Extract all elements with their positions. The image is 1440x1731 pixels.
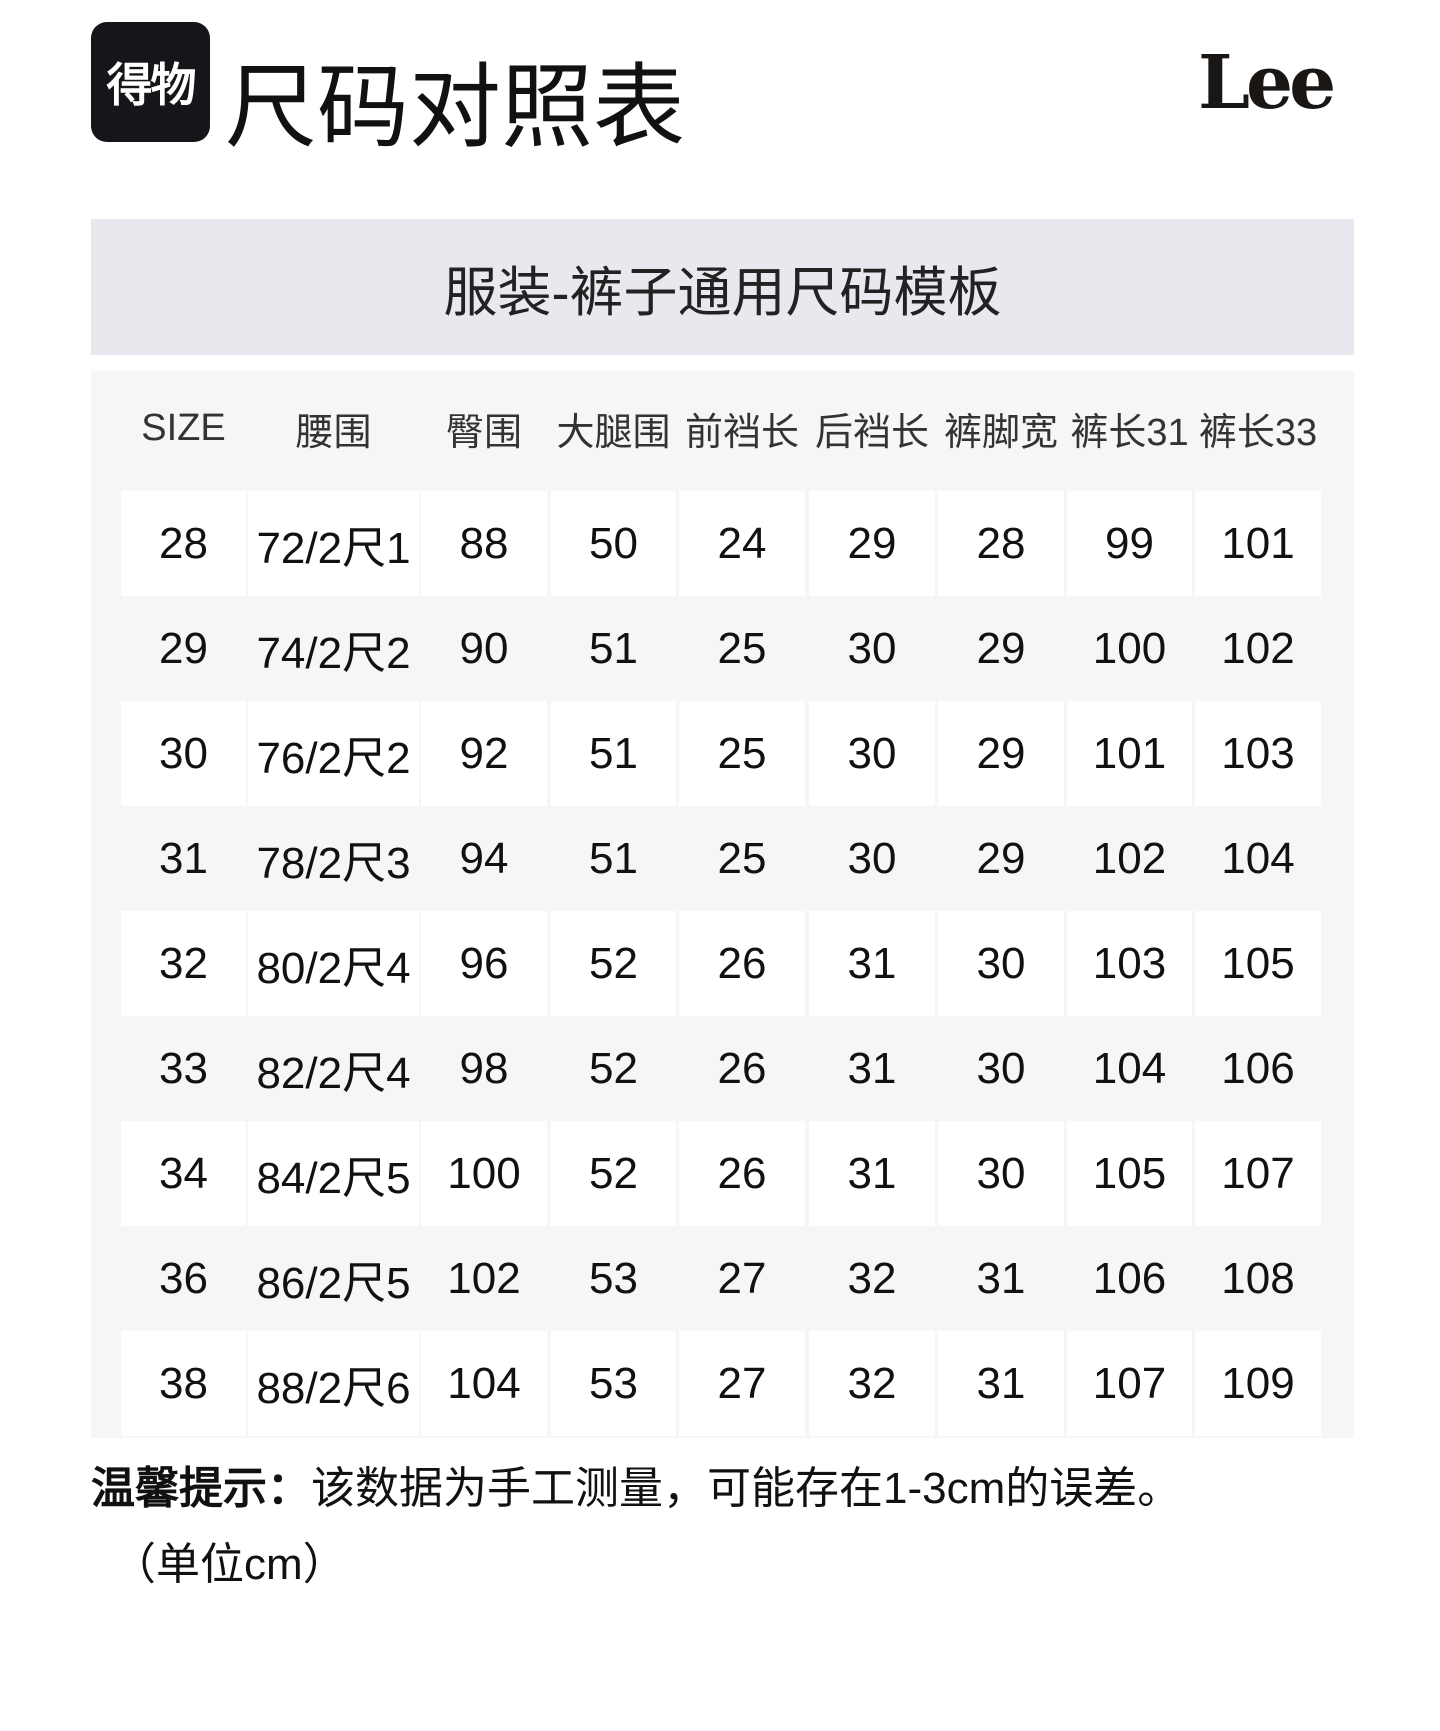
table-cell: 26 <box>717 1043 767 1093</box>
table-cell: 90 <box>459 623 509 673</box>
table-cell: 103 <box>1067 911 1192 1016</box>
table-cell: 105 <box>1067 1121 1192 1226</box>
dewu-logo: 得物 <box>91 22 210 142</box>
table-cell: 88/2尺6 <box>248 1331 419 1436</box>
table-cell: 27 <box>679 1331 805 1436</box>
column-header: 腰围 <box>295 411 372 454</box>
column-header: 裤长33 <box>1198 411 1318 454</box>
notice: 温馨提示：该数据为手工测量，可能存在1-3cm的误差。 <box>91 1458 1181 1520</box>
table-cell: 29 <box>976 833 1026 883</box>
column-header: 裤脚宽 <box>943 411 1058 454</box>
column-header: 臀围 <box>445 411 522 454</box>
table-cell: 51 <box>589 833 638 883</box>
table-cell: 52 <box>551 911 676 1016</box>
table-cell: 30 <box>976 1043 1026 1093</box>
table-cell: 30 <box>938 1121 1064 1226</box>
table-cell: 28 <box>121 491 246 596</box>
table-cell: 102 <box>1092 833 1167 883</box>
page-title: 尺码对照表 <box>225 57 686 159</box>
table-cell: 32 <box>809 1331 935 1436</box>
table-cell: 98 <box>459 1043 509 1093</box>
table-cell: 29 <box>976 623 1026 673</box>
table-cell: 28 <box>938 491 1064 596</box>
table-cell: 31 <box>976 1253 1026 1303</box>
lee-logo: Lee <box>1198 40 1336 126</box>
table-cell: 33 <box>159 1043 208 1093</box>
table-cell: 101 <box>1067 701 1192 806</box>
table-cell: 102 <box>1221 623 1295 673</box>
table-cell: 30 <box>938 911 1064 1016</box>
table-cell: 82/2尺4 <box>256 1048 411 1098</box>
table-cell: 29 <box>159 623 208 673</box>
table-cell: 101 <box>1195 491 1321 596</box>
table-cell: 94 <box>459 833 509 883</box>
table-cell: 30 <box>847 833 897 883</box>
table-cell: 27 <box>717 1253 767 1303</box>
table-cell: 26 <box>679 911 805 1016</box>
table-cell: 109 <box>1195 1331 1321 1436</box>
table-cell: 25 <box>717 833 767 883</box>
table-cell: 32 <box>121 911 246 1016</box>
table-cell: 25 <box>717 623 767 673</box>
table-cell: 108 <box>1221 1253 1295 1303</box>
table-cell: 104 <box>1221 833 1295 883</box>
table-cell: 29 <box>809 491 935 596</box>
column-header: 大腿围 <box>556 411 671 454</box>
table-cell: 31 <box>809 1121 935 1226</box>
table-cell: 50 <box>551 491 676 596</box>
table-cell: 53 <box>589 1253 638 1303</box>
table-cell: 99 <box>1067 491 1192 596</box>
banner-title: 服装-裤子通用尺码模板 <box>443 262 1002 323</box>
table-cell: 52 <box>589 1043 638 1093</box>
table-cell: 38 <box>121 1331 246 1436</box>
table-cell: 24 <box>679 491 805 596</box>
table-cell: 105 <box>1195 911 1321 1016</box>
table-cell: 86/2尺5 <box>256 1258 411 1308</box>
table-cell: 102 <box>447 1253 521 1303</box>
table-cell: 51 <box>589 623 638 673</box>
template-banner: 服装-裤子通用尺码模板 <box>91 219 1354 355</box>
table-cell: 103 <box>1195 701 1321 806</box>
column-header: 前裆长 <box>684 411 799 454</box>
unit-note: （单位cm） <box>112 1540 347 1589</box>
table-cell: 72/2尺1 <box>248 491 419 596</box>
column-header: 后裆长 <box>814 411 929 454</box>
table-cell: 53 <box>551 1331 676 1436</box>
table-cell: 31 <box>847 1043 897 1093</box>
table-cell: 31 <box>938 1331 1064 1436</box>
table-cell: 106 <box>1092 1253 1167 1303</box>
table-cell: 25 <box>679 701 805 806</box>
table-cell: 31 <box>159 833 208 883</box>
table-cell: 106 <box>1221 1043 1295 1093</box>
table-cell: 107 <box>1067 1331 1192 1436</box>
table-cell: 26 <box>679 1121 805 1226</box>
table-cell: 30 <box>847 623 897 673</box>
table-cell: 74/2尺2 <box>256 628 411 678</box>
table-cell: 52 <box>551 1121 676 1226</box>
table-cell: 100 <box>1092 623 1167 673</box>
table-cell: 31 <box>809 911 935 1016</box>
table-cell: 96 <box>421 911 547 1016</box>
notice-text: 该数据为手工测量，可能存在1-3cm的误差。 <box>311 1464 1182 1513</box>
table-cell: 30 <box>121 701 246 806</box>
table-cell: 78/2尺3 <box>256 838 411 888</box>
table-cell: 80/2尺4 <box>248 911 419 1016</box>
column-header: 裤长31 <box>1070 411 1189 454</box>
column-header: SIZE <box>141 406 226 449</box>
table-cell: 30 <box>809 701 935 806</box>
table-cell: 34 <box>121 1121 246 1226</box>
table-cell: 92 <box>421 701 547 806</box>
table-cell: 104 <box>1092 1043 1167 1093</box>
table-cell: 84/2尺5 <box>248 1121 419 1226</box>
table-cell: 29 <box>938 701 1064 806</box>
table-cell: 32 <box>847 1253 897 1303</box>
table-cell: 100 <box>421 1121 547 1226</box>
table-cell: 88 <box>421 491 547 596</box>
table-cell: 76/2尺2 <box>248 701 419 806</box>
table-cell: 104 <box>421 1331 547 1436</box>
table-cell: 107 <box>1195 1121 1321 1226</box>
table-cell: 51 <box>551 701 676 806</box>
notice-label: 温馨提示： <box>91 1464 311 1513</box>
table-cell: 36 <box>159 1253 208 1303</box>
